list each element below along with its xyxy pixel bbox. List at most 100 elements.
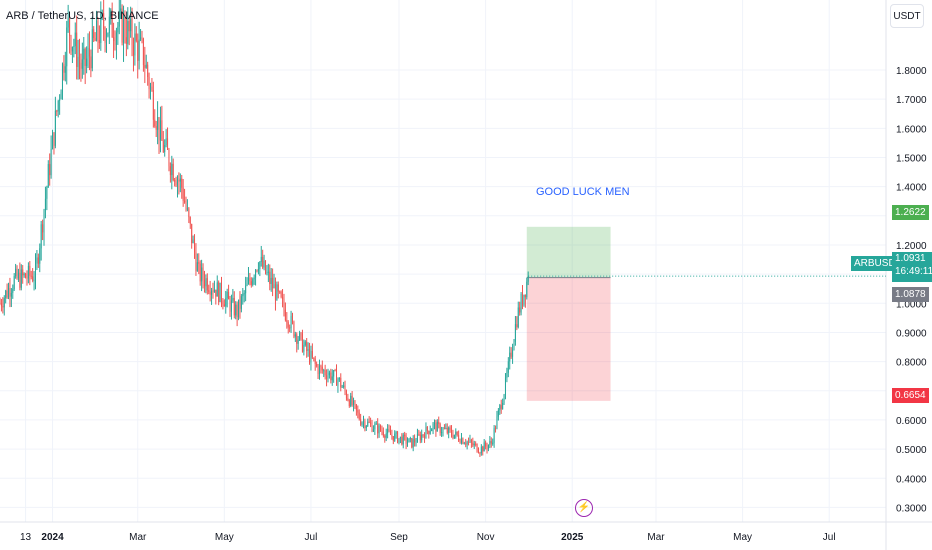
candle — [188, 208, 190, 218]
candle — [179, 178, 181, 182]
candle — [355, 404, 357, 411]
candle — [137, 40, 139, 61]
candle — [46, 187, 48, 199]
candle — [341, 386, 343, 388]
candle — [169, 166, 171, 176]
candle — [222, 300, 224, 305]
candle — [504, 377, 506, 395]
currency-selector[interactable]: USDT — [890, 4, 924, 28]
last-price-value: 1.0931 — [895, 253, 926, 264]
candle — [216, 282, 218, 297]
chart-annotation-text[interactable]: GOOD LUCK MEN — [536, 186, 630, 198]
candle — [107, 32, 109, 37]
candle — [40, 224, 42, 249]
candle — [289, 327, 291, 329]
candle — [415, 442, 417, 444]
candle — [291, 316, 293, 322]
candle — [357, 410, 359, 413]
candle — [145, 64, 147, 68]
y-tick-label: 0.4000 — [896, 474, 927, 485]
candle — [365, 425, 367, 429]
lightning-bolt-icon[interactable]: ⚡ — [575, 499, 593, 517]
candle — [84, 48, 86, 66]
candle — [236, 304, 238, 317]
candle — [522, 294, 524, 305]
candle — [230, 300, 232, 312]
candle — [380, 425, 382, 431]
candle — [47, 164, 49, 188]
candle — [280, 291, 282, 298]
candle — [9, 287, 11, 297]
symbol-title[interactable]: ARB / TetherUS, 1D, BINANCE — [6, 10, 159, 22]
candle — [487, 444, 489, 449]
candle — [398, 438, 400, 443]
candle — [27, 265, 29, 279]
candle — [446, 427, 448, 433]
take-profit-zone — [526, 226, 611, 278]
candle — [211, 290, 213, 295]
candle — [5, 290, 7, 299]
candle — [418, 434, 420, 436]
candle — [134, 33, 136, 56]
candle — [34, 263, 36, 280]
candle — [168, 149, 170, 167]
candle — [17, 272, 19, 279]
candle — [262, 256, 264, 268]
candle — [372, 429, 374, 432]
candle — [52, 132, 54, 149]
candle — [16, 268, 18, 279]
candle — [110, 10, 112, 17]
candle — [296, 334, 298, 344]
candle — [196, 262, 198, 271]
candle — [354, 400, 356, 405]
candle — [185, 202, 187, 209]
candle — [421, 434, 423, 441]
candle — [15, 268, 17, 277]
candle — [277, 284, 279, 292]
candle — [91, 29, 93, 69]
candle — [206, 278, 208, 291]
y-tick-label: 1.6000 — [896, 124, 927, 135]
candle — [228, 291, 230, 300]
candle — [71, 46, 73, 52]
candle — [387, 428, 389, 434]
candle — [350, 395, 352, 406]
candle — [29, 265, 31, 276]
candle — [458, 435, 460, 441]
candle — [294, 334, 296, 337]
y-tick-label: 0.5000 — [896, 445, 927, 456]
candle — [252, 279, 254, 285]
candle — [290, 316, 292, 329]
y-tick-label: 1.5000 — [896, 153, 927, 164]
candle — [524, 294, 526, 298]
x-tick-label: Jul — [305, 532, 318, 543]
candle — [10, 292, 12, 297]
candle — [208, 290, 210, 292]
candle — [286, 320, 288, 323]
candle — [510, 352, 512, 357]
x-tick-label: 2025 — [561, 532, 584, 543]
candle — [165, 138, 167, 146]
candle — [371, 423, 373, 432]
candle — [327, 375, 329, 380]
candle — [391, 434, 393, 437]
candle — [485, 442, 487, 447]
candle — [90, 56, 92, 69]
candle — [526, 281, 528, 298]
candle — [465, 443, 467, 445]
candle — [310, 350, 312, 363]
candle — [159, 120, 161, 141]
candle — [279, 291, 281, 293]
candle — [202, 267, 204, 280]
candle — [314, 358, 316, 364]
candle — [453, 434, 455, 439]
candle — [54, 110, 56, 146]
candle — [364, 421, 366, 429]
candle — [493, 428, 495, 443]
candle — [402, 434, 404, 445]
candle — [459, 440, 461, 444]
candle — [266, 272, 268, 274]
candle — [361, 422, 363, 425]
